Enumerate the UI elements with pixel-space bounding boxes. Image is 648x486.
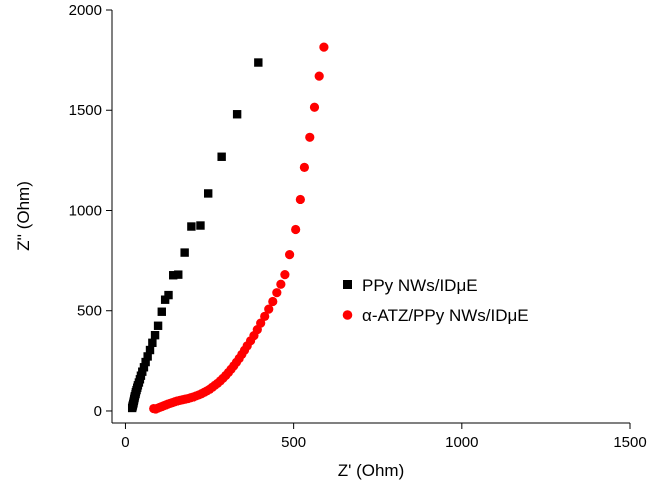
data-point bbox=[139, 363, 149, 372]
data-point bbox=[143, 352, 152, 361]
data-point bbox=[160, 295, 170, 304]
series-0 bbox=[127, 58, 263, 413]
x-tick-label: 1000 bbox=[445, 434, 478, 451]
data-point bbox=[187, 222, 196, 231]
data-point bbox=[291, 224, 301, 235]
data-point bbox=[169, 271, 178, 280]
data-point bbox=[217, 152, 226, 161]
data-point bbox=[138, 367, 147, 376]
ticks: 0 500 1000 1500 0 500 1000 1500 2000 bbox=[69, 2, 647, 451]
y-tick-label: 1000 bbox=[69, 202, 102, 219]
data-point bbox=[141, 357, 150, 367]
data-point bbox=[232, 110, 242, 119]
data-point bbox=[196, 221, 205, 230]
data-point bbox=[264, 304, 274, 314]
series-1 bbox=[149, 42, 329, 414]
data-point bbox=[295, 194, 305, 205]
legend-label-ppy: PPy NWs/IDμE bbox=[362, 276, 478, 295]
y-tick-label: 1500 bbox=[69, 102, 102, 119]
data-point bbox=[280, 270, 290, 280]
data-point bbox=[174, 270, 183, 279]
y-tick-label: 500 bbox=[77, 303, 102, 320]
legend: PPy NWs/IDμE α-ATZ/PPy NWs/IDμE bbox=[342, 276, 529, 325]
data-point bbox=[272, 288, 282, 298]
data-point bbox=[309, 102, 320, 112]
data-point bbox=[204, 189, 213, 198]
y-tick-label: 2000 bbox=[69, 2, 102, 19]
data-point bbox=[276, 279, 286, 289]
y-axis-title: Z'' (Ohm) bbox=[14, 181, 33, 251]
data-point bbox=[256, 318, 266, 328]
data-point bbox=[305, 132, 315, 142]
data-point bbox=[153, 321, 163, 330]
legend-marker-atz bbox=[342, 310, 353, 320]
data-point bbox=[148, 338, 157, 348]
legend-marker-ppy bbox=[343, 280, 352, 289]
data-point bbox=[254, 58, 263, 67]
data-point bbox=[157, 307, 166, 316]
data-point bbox=[299, 162, 309, 172]
x-tick-label: 1500 bbox=[613, 434, 646, 451]
data-point bbox=[150, 330, 160, 340]
data-point bbox=[260, 311, 270, 321]
data-point bbox=[314, 71, 324, 81]
data-point bbox=[145, 345, 155, 355]
x-tick-label: 500 bbox=[281, 434, 306, 451]
data-point bbox=[268, 296, 278, 307]
axes bbox=[111, 10, 630, 424]
x-tick-label: 0 bbox=[121, 434, 129, 451]
data-point bbox=[164, 290, 173, 300]
data-point bbox=[180, 248, 189, 257]
plot-area bbox=[127, 42, 329, 414]
data-point bbox=[319, 42, 329, 52]
y-tick-label: 0 bbox=[94, 403, 102, 420]
data-point bbox=[285, 249, 295, 260]
x-axis-title: Z' (Ohm) bbox=[338, 461, 405, 480]
legend-label-atz: α-ATZ/PPy NWs/IDμE bbox=[362, 306, 529, 325]
